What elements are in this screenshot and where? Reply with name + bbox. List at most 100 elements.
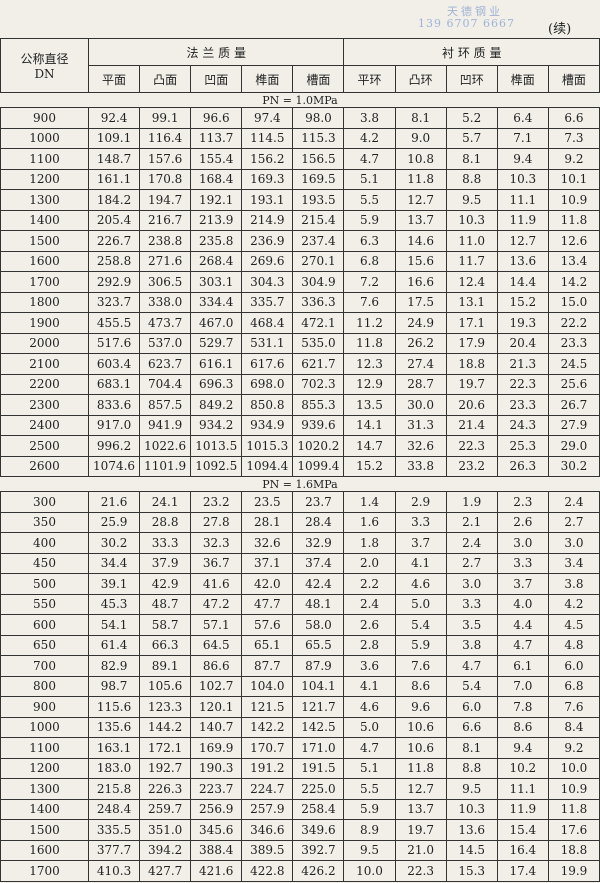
- value-cell: 455.5: [87, 312, 141, 334]
- data-row: 1500 226.7 238.8 235.8 236.9 237.4 6.3 14.6 11.0…: [0, 230, 600, 252]
- data-row: 2000 517.6 537.0 529.7 531.1 535.0 11.8 26.2 17.…: [0, 332, 600, 354]
- data-row: 650 61.4 66.3 64.5 65.1 65.5 2.8 5.9 3.8 4.7 4.8: [0, 634, 600, 656]
- value-cell: 65.5: [292, 634, 345, 656]
- value-cell: 6.4: [496, 107, 549, 129]
- data-row: 600 54.1 58.7 57.1 57.6 58.0 2.6 5.4 3.5 4.4 4.5: [0, 614, 600, 636]
- value-cell: 1015.3: [241, 435, 294, 457]
- data-row: 1400 248.4 259.7 256.9 257.9 258.4 5.9 13.7 10.3…: [0, 798, 600, 820]
- value-cell: 169.9: [190, 737, 243, 759]
- value-cell: 323.7: [87, 291, 141, 313]
- data-row: 450 34.4 37.9 36.7 37.1 37.4 2.0 4.1 2.7 3.3 3.4: [0, 552, 600, 574]
- value-cell: 41.6: [190, 573, 243, 595]
- value-cell: 28.7: [394, 373, 447, 395]
- value-cell: 170.8: [139, 168, 192, 190]
- value-cell: 257.9: [241, 798, 294, 820]
- value-cell: 21.4: [445, 414, 498, 436]
- value-cell: 2.8: [343, 634, 396, 656]
- value-cell: 24.5: [547, 353, 600, 375]
- value-cell: 248.4: [87, 798, 141, 820]
- value-cell: 37.9: [139, 552, 192, 574]
- data-row: 550 45.3 48.7 47.2 47.7 48.1 2.4 5.0 3.3 4.0 4.2: [0, 593, 600, 615]
- value-cell: 269.6: [241, 250, 294, 272]
- table-head: 公称直径 DN 法 兰 质 量 衬 环 质 量 平面 凸面 凹面 榫面 槽面 平环 凸环 凹环榫…: [0, 38, 600, 93]
- column-header: 榫面: [496, 65, 549, 93]
- value-cell: 17.5: [394, 291, 447, 313]
- value-cell: 9.5: [445, 189, 498, 211]
- value-cell: 39.1: [87, 573, 141, 595]
- value-cell: 120.1: [190, 696, 243, 718]
- value-cell: 1020.2: [292, 435, 345, 457]
- value-cell: 238.8: [139, 230, 192, 252]
- value-cell: 47.7: [241, 593, 294, 615]
- group-header: 衬 环 质 量: [343, 38, 600, 66]
- value-cell: 104.1: [292, 675, 345, 697]
- value-cell: 2.7: [547, 511, 600, 533]
- value-cell: 1074.6: [87, 455, 141, 477]
- value-cell: 26.2: [394, 332, 447, 354]
- value-cell: 213.9: [190, 209, 243, 231]
- dn-cell: 2600: [0, 455, 89, 477]
- value-cell: 3.7: [496, 573, 549, 595]
- value-cell: 11.2: [343, 312, 396, 334]
- value-cell: 6.3: [343, 230, 396, 252]
- subheader-row: 平面 凸面 凹面 榫面 槽面 平环 凸环 凹环 榫面 槽面: [1, 65, 600, 93]
- data-row: 1700 292.9 306.5 303.1 304.3 304.9 7.2 16.6 12.4…: [0, 271, 600, 293]
- value-cell: 702.3: [292, 373, 345, 395]
- dn-cell: 2000: [0, 332, 89, 354]
- data-row: 1400 205.4 216.7 213.9 214.9 215.4 5.9 13.7 10.3…: [0, 209, 600, 231]
- value-cell: 123.3: [139, 696, 192, 718]
- header-text: DN: [34, 67, 55, 81]
- data-row: 800 98.7 105.6 102.7 104.0 104.1 4.1 8.6 5.4 7.0 6…: [0, 675, 600, 697]
- value-cell: 5.4: [394, 614, 447, 636]
- value-cell: 14.6: [394, 230, 447, 252]
- value-cell: 12.9: [343, 373, 396, 395]
- value-cell: 19.3: [496, 312, 549, 334]
- value-cell: 4.4: [496, 614, 549, 636]
- value-cell: 621.7: [292, 353, 345, 375]
- value-cell: 467.0: [190, 312, 243, 334]
- table-body: PN = 1.0MPa 900 92.4 99.1 96.6 97.4 98.0 3.8 8.1…: [0, 92, 600, 882]
- value-cell: 13.7: [394, 798, 447, 820]
- value-cell: 7.0: [496, 675, 549, 697]
- value-cell: 13.1: [445, 291, 498, 313]
- value-cell: 25.9: [87, 511, 141, 533]
- value-cell: 47.2: [190, 593, 243, 615]
- value-cell: 48.1: [292, 593, 345, 615]
- value-cell: 7.6: [343, 291, 396, 313]
- value-cell: 22.3: [496, 373, 549, 395]
- value-cell: 115.6: [87, 696, 141, 718]
- data-row: 1300 184.2 194.7 192.1 193.1 193.5 5.5 12.7 9.5 1…: [0, 189, 600, 211]
- value-cell: 4.6: [343, 696, 396, 718]
- value-cell: 11.8: [394, 168, 447, 190]
- value-cell: 216.7: [139, 209, 192, 231]
- value-cell: 237.4: [292, 230, 345, 252]
- value-cell: 426.2: [292, 860, 345, 882]
- value-cell: 215.4: [292, 209, 345, 231]
- value-cell: 12.6: [547, 230, 600, 252]
- dn-cell: 400: [0, 532, 89, 554]
- value-cell: 14.2: [547, 271, 600, 293]
- value-cell: 37.1: [241, 552, 294, 574]
- value-cell: 410.3: [87, 860, 141, 882]
- value-cell: 683.1: [87, 373, 141, 395]
- value-cell: 304.3: [241, 271, 294, 293]
- value-cell: 113.7: [190, 127, 243, 149]
- value-cell: 23.5: [241, 491, 294, 513]
- value-cell: 6.0: [445, 696, 498, 718]
- value-cell: 17.9: [445, 332, 498, 354]
- value-cell: 225.0: [292, 778, 345, 800]
- dn-cell: 1600: [0, 839, 89, 861]
- value-cell: 223.7: [190, 778, 243, 800]
- value-cell: 37.4: [292, 552, 345, 574]
- value-cell: 26.7: [547, 394, 600, 416]
- dn-cell: 450: [0, 552, 89, 574]
- value-cell: 5.0: [394, 593, 447, 615]
- value-cell: 87.7: [241, 655, 294, 677]
- value-cell: 4.0: [496, 593, 549, 615]
- column-header: 凹面: [190, 65, 243, 93]
- value-cell: 306.5: [139, 271, 192, 293]
- dn-cell: 1300: [0, 189, 89, 211]
- value-cell: 698.0: [241, 373, 294, 395]
- value-cell: 2.6: [343, 614, 396, 636]
- value-cell: 87.9: [292, 655, 345, 677]
